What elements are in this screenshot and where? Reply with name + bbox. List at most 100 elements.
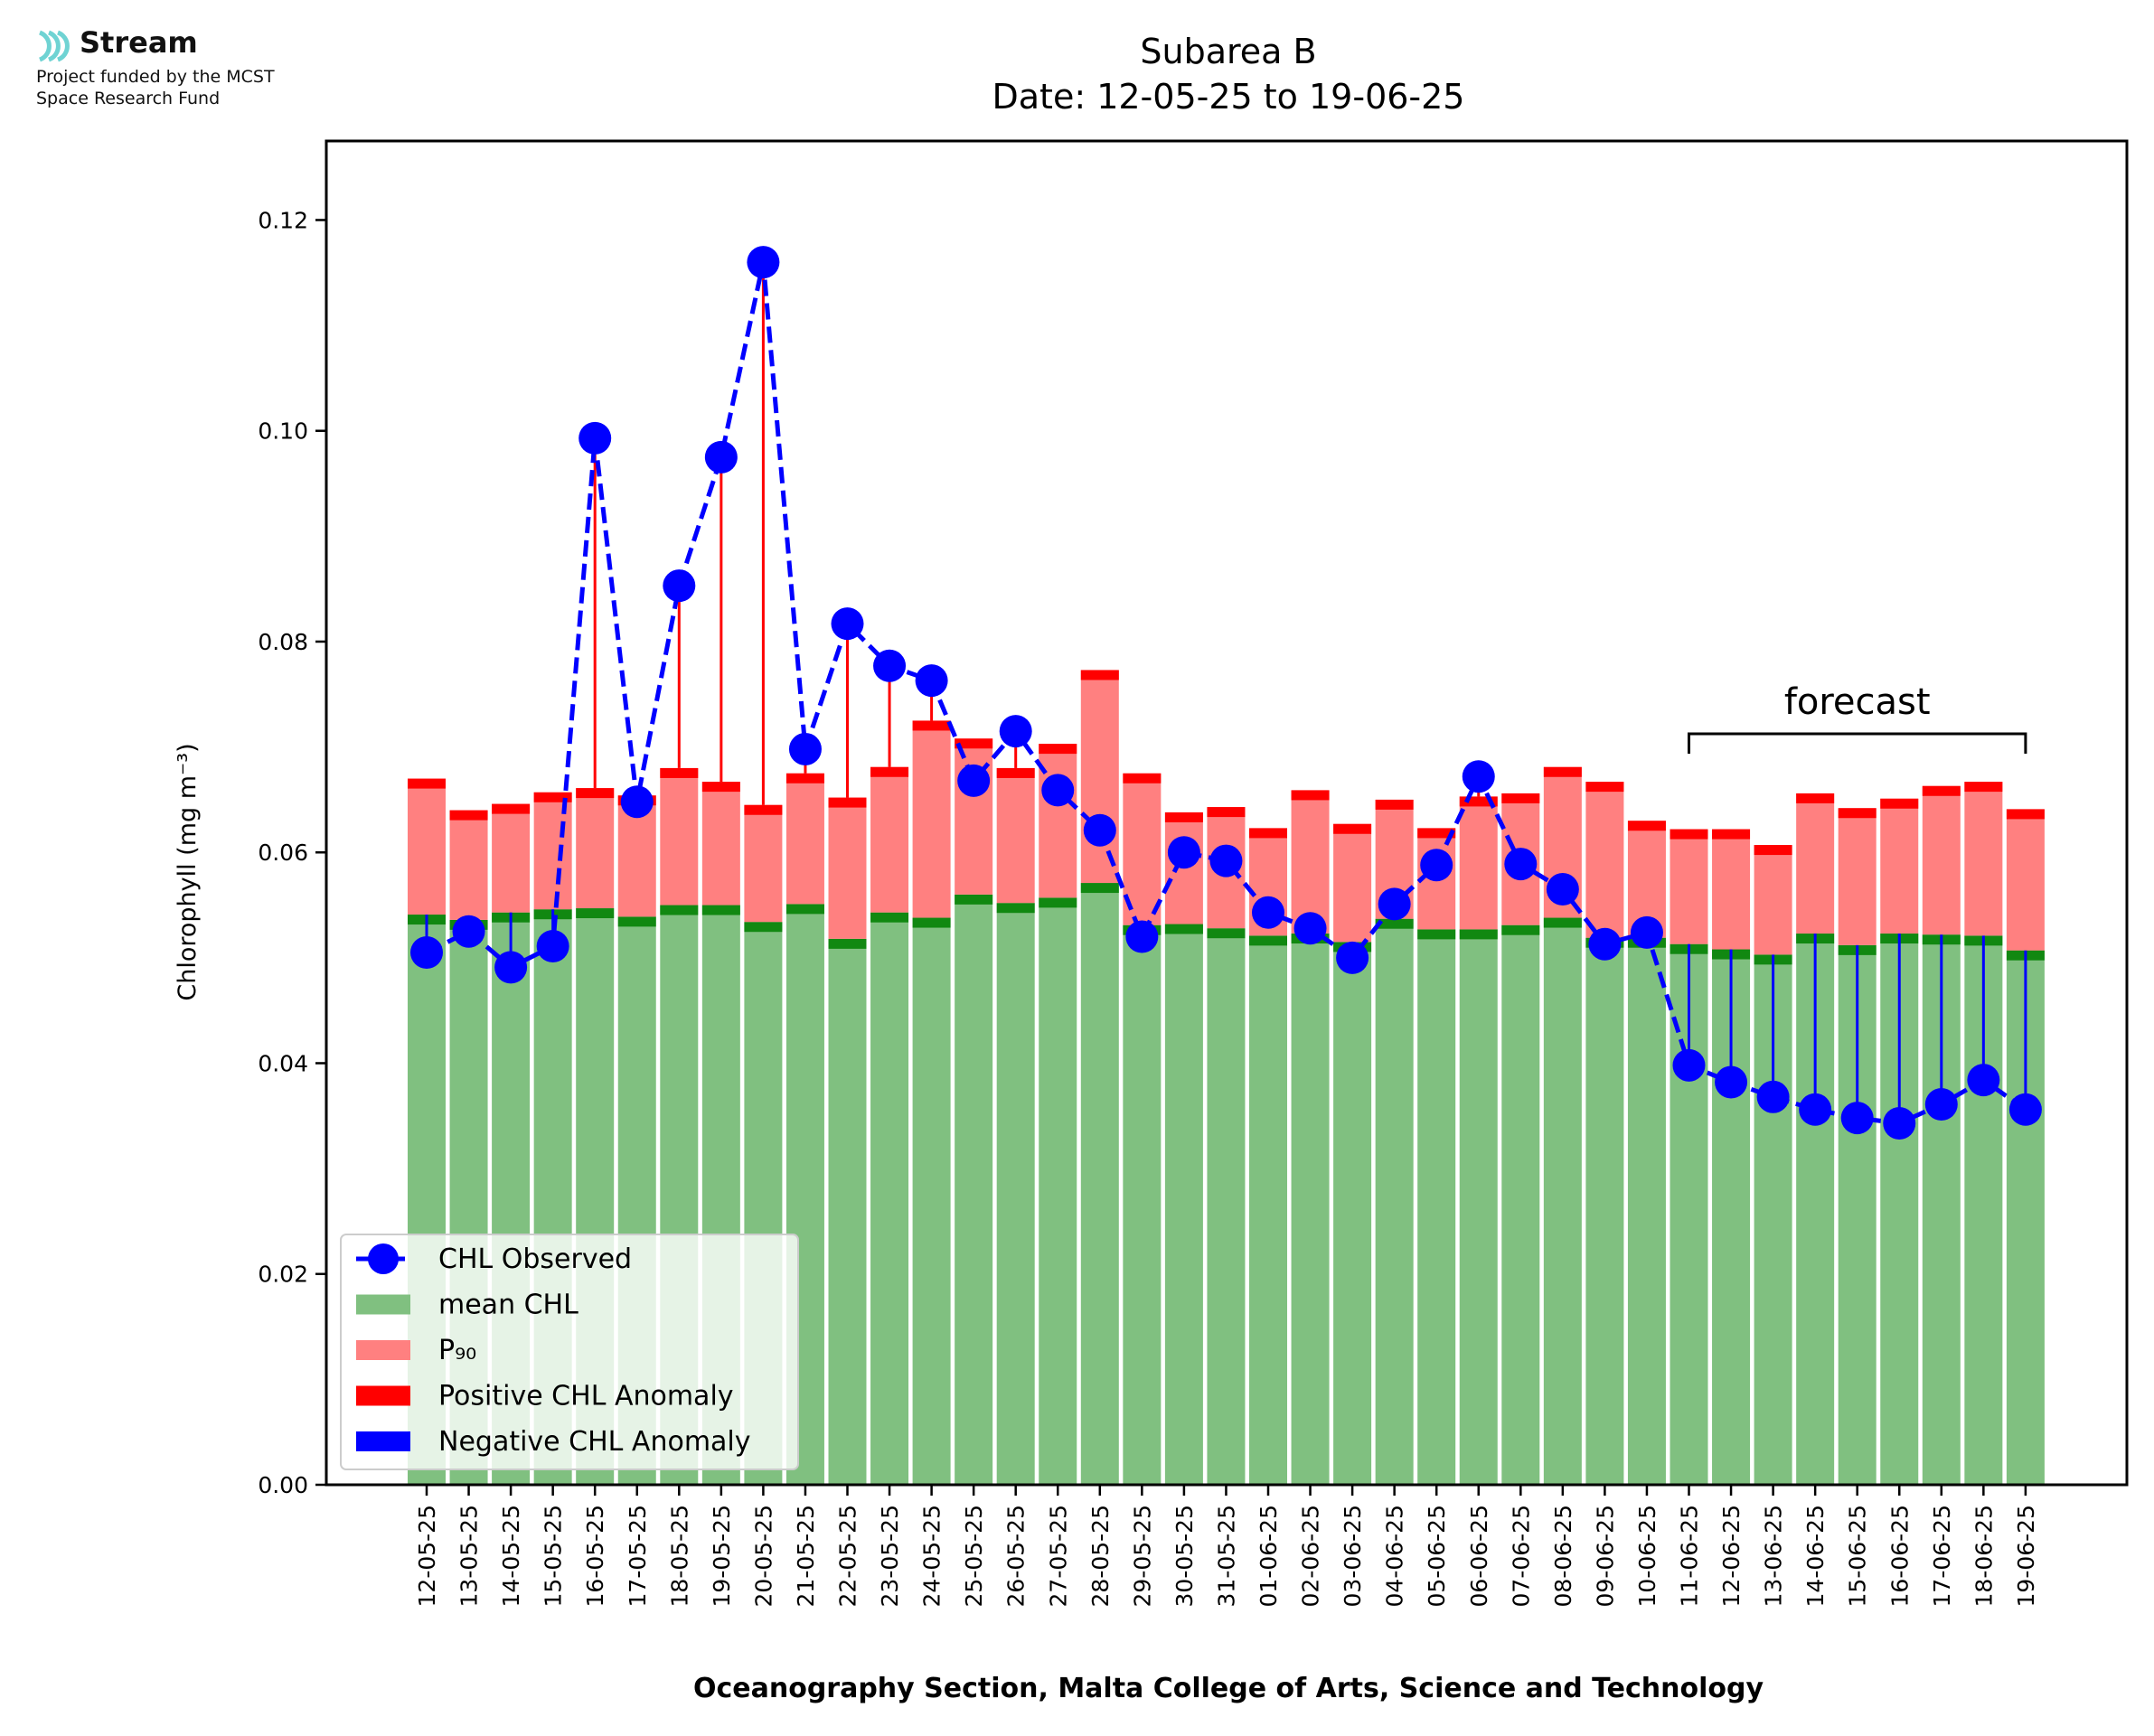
observed-point [704,440,738,474]
legend-label: P₉₀ [438,1335,476,1366]
p90-bar [1080,670,1119,884]
observed-point [957,764,991,797]
p90-bar-top [828,797,867,808]
observed-point [831,607,864,641]
p90-bar-top [408,778,446,789]
y-tick-label: 0.06 [258,840,308,866]
p90-bar-top [533,792,572,802]
x-tick-label: 19-06-25 [2013,1505,2039,1607]
observed-point [578,421,612,455]
p90-bar [1796,793,1835,934]
mean-bar [1333,942,1372,1485]
mean-bar [1249,935,1287,1485]
x-tick-label: 20-05-25 [750,1505,776,1607]
y-tick-label: 0.12 [258,207,308,233]
x-tick-label: 24-05-25 [919,1505,945,1607]
legend-swatch-marker [368,1243,399,1274]
x-tick-label: 11-06-25 [1677,1505,1703,1607]
observed-point [1967,1064,2000,1097]
p90-bar-top [785,773,824,784]
p90-bar [1712,829,1751,950]
observed-point [1041,774,1075,807]
p90-bar [1459,796,1498,930]
p90-bar [996,767,1035,904]
observed-point [2008,1093,2042,1126]
observed-point [873,649,907,682]
x-tick-label: 17-06-25 [1929,1505,1955,1607]
x-tick-label: 14-06-25 [1802,1505,1829,1607]
p90-bar [1754,845,1792,955]
legend-label: Positive CHL Anomaly [438,1381,734,1412]
x-tick-label: 13-06-25 [1761,1505,1787,1607]
mean-bar [1039,897,1077,1485]
mean-bar-top [955,894,993,905]
x-tick-label: 21-05-25 [793,1505,819,1607]
x-tick-label: 12-05-25 [414,1505,440,1607]
legend-label: mean CHL [438,1290,578,1321]
legend-label: CHL Observed [438,1243,632,1275]
x-tick-label: 16-06-25 [1886,1505,1913,1607]
p90-bar-top [1123,773,1162,784]
p90-bar [492,803,531,913]
p90-bar [1670,829,1708,944]
p90-bar [828,797,867,939]
mean-bar [1543,917,1582,1485]
p90-bars [408,670,2045,955]
p90-bar-top [996,767,1035,778]
p90-bar-top [1417,828,1456,839]
mean-bar-top [701,905,740,915]
x-tick-label: 06-06-25 [1466,1505,1492,1607]
p90-bar [449,810,488,920]
mean-bar-top [1501,924,1540,935]
chart-title: Subarea B [1140,32,1316,71]
observed-point [1378,887,1411,921]
x-tick-label: 07-06-25 [1508,1505,1534,1607]
observed-point [1672,1048,1706,1082]
p90-bar-top [1796,793,1835,803]
p90-bar-top [1249,828,1287,839]
x-tick-label: 23-05-25 [877,1505,903,1607]
p90-bar-top [1501,793,1540,803]
p90-bar-top [744,804,783,815]
observed-point [1588,927,1622,961]
p90-bar [1880,798,1919,934]
x-tick-label: 10-06-25 [1634,1505,1660,1607]
x-tick-label: 03-06-25 [1340,1505,1366,1607]
mean-bar [1501,924,1540,1485]
forecast-label: forecast [1784,681,1931,723]
mean-bar [828,938,867,1485]
observed-point [1630,915,1663,949]
x-tick-label: 27-05-25 [1045,1505,1071,1607]
p90-bar [1585,782,1624,938]
x-tick-label: 09-06-25 [1592,1505,1618,1607]
x-tick-label: 15-05-25 [541,1505,567,1607]
x-tick-label: 26-05-25 [1003,1505,1030,1607]
x-tick-label: 14-05-25 [498,1505,524,1607]
legend: CHL Observed mean CHL P₉₀ Positive CHL Anom… [340,1234,799,1470]
observed-point [1462,760,1495,793]
observed-point [747,246,780,279]
observed-point [999,715,1032,748]
p90-bar-top [870,766,909,777]
p90-bar-top [1543,766,1582,777]
p90-bar [744,804,783,923]
mean-bar-top [617,916,656,927]
x-tick-label: 01-06-25 [1256,1505,1282,1607]
p90-bar-top [1712,829,1751,840]
mean-bar-top [744,922,783,933]
observed-point [915,664,948,698]
mean-bar [1123,924,1162,1485]
mean-bar [996,903,1035,1485]
x-tick-label: 22-05-25 [835,1505,861,1607]
observed-point [1167,836,1200,869]
observed-point [788,732,822,765]
p90-bar-top [1922,785,1961,796]
p90-bar-top [1627,821,1666,831]
mean-bar [1080,883,1119,1485]
x-tick-label: 29-05-25 [1129,1505,1155,1607]
p90-bar [870,766,909,913]
p90-bar-top [1375,799,1414,810]
x-tick-label: 31-05-25 [1213,1505,1239,1607]
observed-point [1504,848,1538,881]
